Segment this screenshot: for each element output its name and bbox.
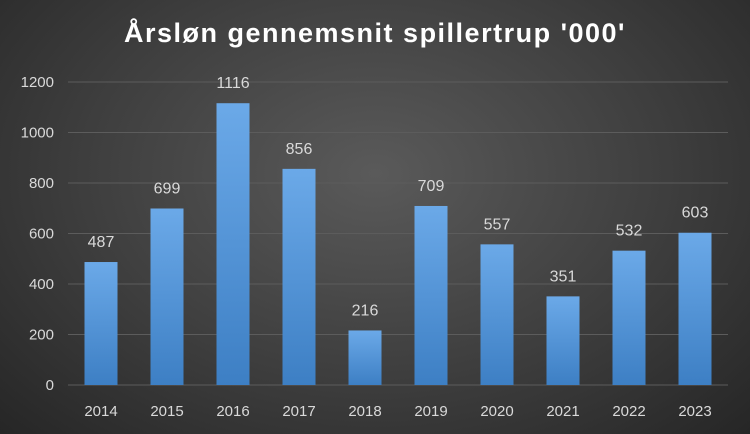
- x-tick-label: 2019: [414, 403, 447, 420]
- data-label: 351: [550, 268, 577, 285]
- bar: [84, 262, 118, 385]
- chart-title: Årsløn gennemsnit spillertrup '000': [124, 18, 626, 48]
- x-tick-label: 2023: [678, 403, 711, 420]
- x-tick-label: 2016: [216, 403, 249, 420]
- bar: [480, 244, 514, 385]
- x-tick-label: 2014: [84, 403, 117, 420]
- x-tick-label: 2020: [480, 403, 513, 420]
- x-axis-ticks: 2014 2015 2016 2017 2018 2019 2020 2021 2022 2023: [84, 403, 711, 420]
- x-tick-label: 2015: [150, 403, 183, 420]
- bar: [414, 205, 448, 385]
- bar: [678, 232, 712, 385]
- y-tick-label: 1000: [21, 125, 54, 142]
- bar: [348, 330, 382, 385]
- data-label: 532: [616, 223, 643, 240]
- x-tick-label: 2021: [546, 403, 579, 420]
- data-label: 699: [154, 181, 181, 198]
- y-tick-label: 400: [29, 276, 54, 293]
- bar: [150, 208, 184, 385]
- bar: [546, 296, 580, 385]
- bar: [612, 250, 646, 385]
- y-tick-label: 0: [46, 377, 54, 394]
- bar: [216, 103, 250, 386]
- data-label: 557: [484, 216, 511, 233]
- y-tick-label: 1200: [21, 74, 54, 91]
- data-label: 709: [418, 178, 445, 195]
- y-tick-label: 800: [29, 175, 54, 192]
- data-label: 603: [682, 205, 709, 222]
- bars: [84, 103, 712, 386]
- y-tick-label: 200: [29, 327, 54, 344]
- x-tick-label: 2022: [612, 403, 645, 420]
- data-label: 1116: [216, 75, 249, 92]
- y-axis-ticks: 0 200 400 600 800 1000 1200: [21, 74, 54, 394]
- x-tick-label: 2017: [282, 403, 315, 420]
- data-labels: 487 699 1116 856 216 709 557 351 532 603: [88, 75, 709, 319]
- data-label: 487: [88, 234, 115, 251]
- y-tick-label: 600: [29, 226, 54, 243]
- x-tick-label: 2018: [348, 403, 381, 420]
- data-label: 216: [352, 302, 379, 319]
- data-label: 856: [286, 141, 313, 158]
- bar: [282, 168, 316, 385]
